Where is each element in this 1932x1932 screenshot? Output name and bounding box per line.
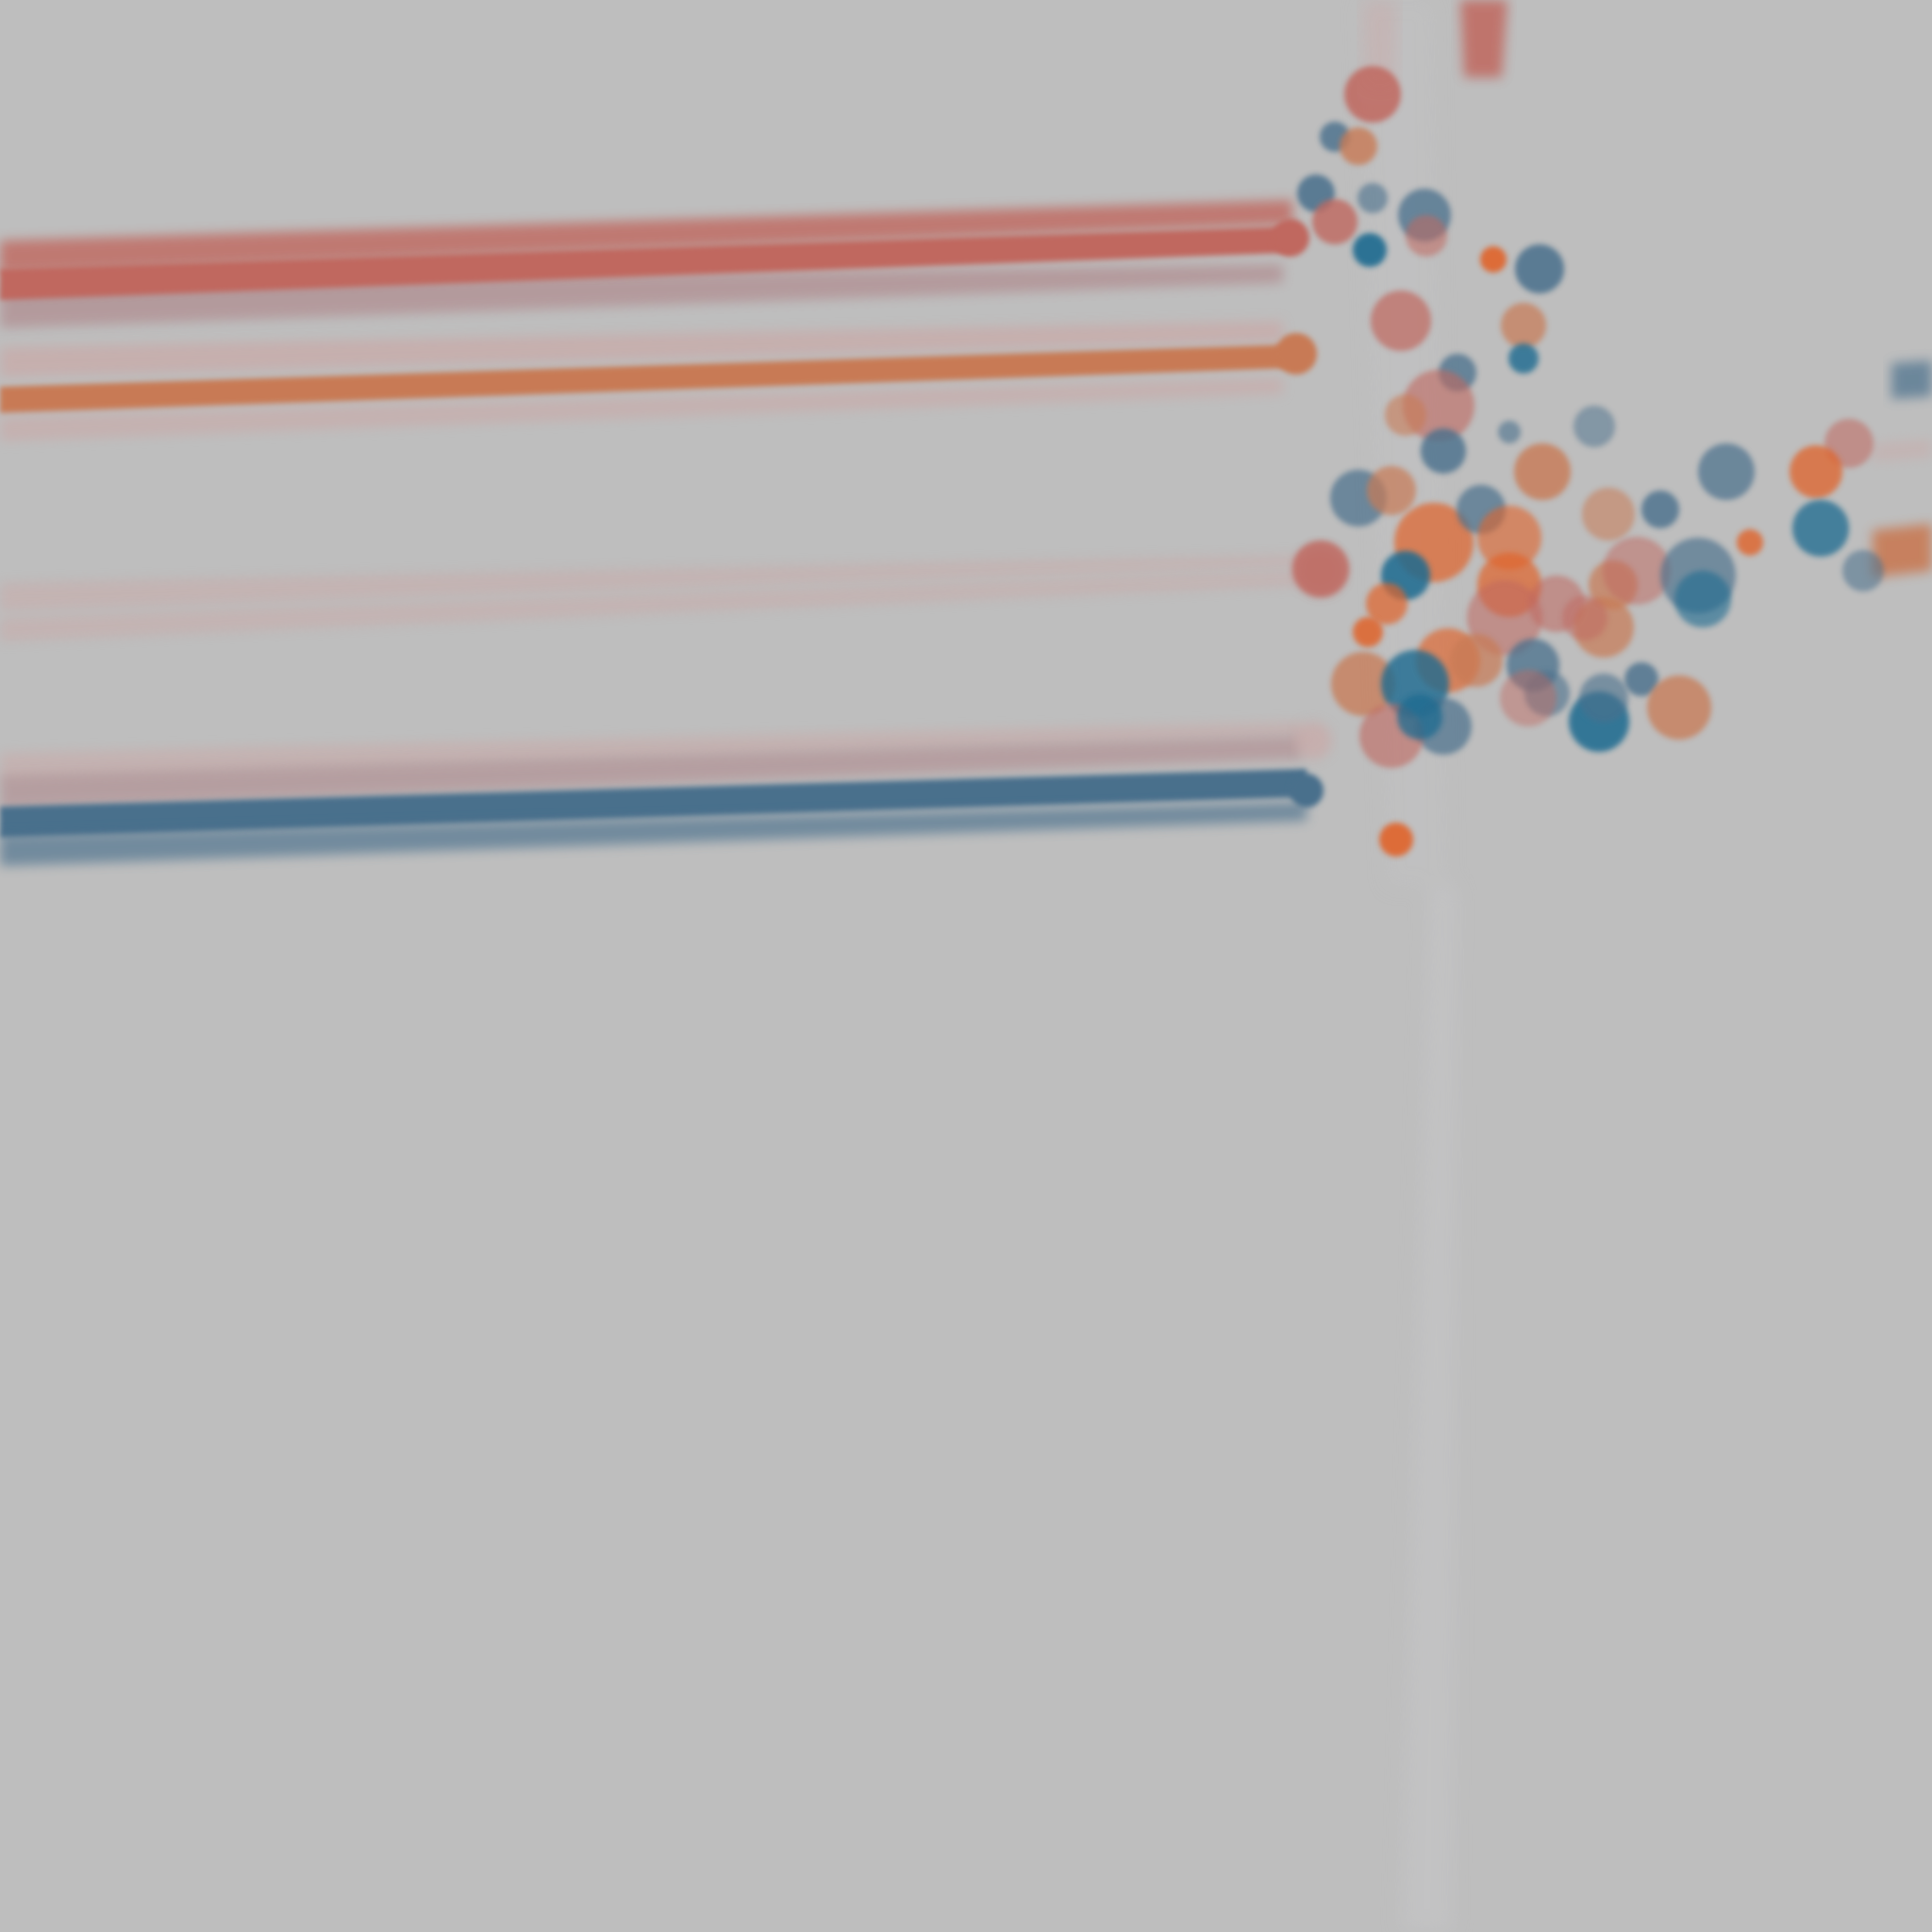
cluster-dot xyxy=(1385,394,1426,436)
cluster-dot xyxy=(1574,406,1615,447)
cluster-dot xyxy=(1792,500,1849,557)
cluster-dot xyxy=(1624,662,1658,696)
cluster-dot xyxy=(1480,246,1507,273)
cluster-dot xyxy=(1674,571,1731,627)
cluster-dot xyxy=(1331,652,1395,716)
cluster-dot xyxy=(1500,670,1557,726)
top-vertical-streak xyxy=(1363,0,1507,85)
cluster-dot xyxy=(1579,674,1628,723)
dot-cluster xyxy=(1292,66,1884,857)
cluster-dot xyxy=(1353,617,1383,647)
cluster-dot xyxy=(1508,343,1539,374)
cluster-dot xyxy=(1737,529,1763,556)
orange-streak-group xyxy=(0,321,1317,441)
cluster-dot xyxy=(1515,244,1564,293)
cluster-dot xyxy=(1421,428,1466,474)
cluster-dot xyxy=(1501,303,1546,348)
horizontal-streaks xyxy=(0,0,1932,866)
red-streak-group xyxy=(0,200,1309,328)
cluster-dot xyxy=(1582,488,1635,541)
cluster-dot xyxy=(1367,466,1416,515)
cluster-dot xyxy=(1647,675,1711,740)
cluster-dot xyxy=(1603,537,1671,605)
cluster-dot xyxy=(1357,183,1388,213)
cluster-dot xyxy=(1312,199,1357,244)
cluster-dot xyxy=(1514,443,1571,500)
cluster-dot xyxy=(1371,291,1431,351)
cluster-dot xyxy=(1406,215,1447,257)
cluster-dot xyxy=(1498,421,1521,443)
cluster-dot xyxy=(1477,506,1541,570)
cluster-dot xyxy=(1641,491,1679,528)
cluster-dot xyxy=(1698,443,1755,500)
cluster-dot xyxy=(1353,233,1387,267)
cluster-dot xyxy=(1340,127,1377,165)
right-edge-streaks xyxy=(1873,360,1932,577)
blue-streak-group xyxy=(0,722,1332,866)
cluster-dot xyxy=(1344,66,1401,123)
cluster-dot xyxy=(1366,583,1407,625)
cluster-dot xyxy=(1842,550,1884,591)
cluster-dot xyxy=(1562,595,1607,641)
cluster-dot xyxy=(1397,694,1442,740)
cluster-dot xyxy=(1292,541,1349,597)
cluster-dot xyxy=(1790,445,1842,498)
cluster-dot xyxy=(1450,634,1503,687)
cluster-dot xyxy=(1379,823,1413,857)
